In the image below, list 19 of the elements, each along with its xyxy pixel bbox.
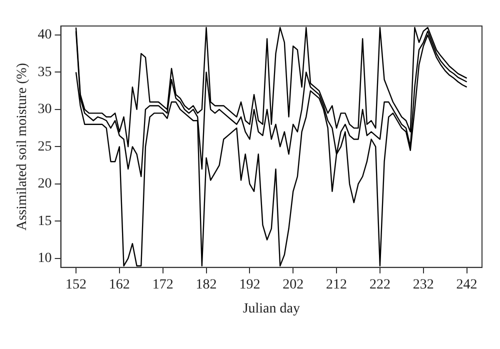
y-tick-label: 35: [38, 64, 52, 80]
x-tick-label: 162: [108, 277, 130, 292]
x-tick-label: 212: [326, 277, 348, 292]
y-tick-label: 30: [38, 102, 52, 118]
x-tick-label: 202: [282, 277, 304, 292]
y-tick-label: 15: [38, 214, 52, 229]
y-tick-label: 10: [38, 251, 52, 266]
x-tick-label: 172: [152, 277, 174, 292]
x-tick-label: 192: [239, 277, 260, 292]
x-tick-label: 182: [196, 277, 217, 292]
x-tick-label: 222: [369, 277, 390, 292]
y-axis-title: Assimilated soil moisture (%): [15, 62, 30, 230]
y-tick-label: 20: [38, 176, 52, 192]
y-tick-label: 25: [38, 139, 52, 154]
x-tick-label: 242: [456, 277, 478, 292]
x-tick-label: 152: [66, 277, 86, 292]
x-tick-label: 232: [412, 277, 434, 292]
y-tick-label: 40: [38, 28, 52, 43]
x-axis-title: Julian day: [242, 301, 300, 316]
